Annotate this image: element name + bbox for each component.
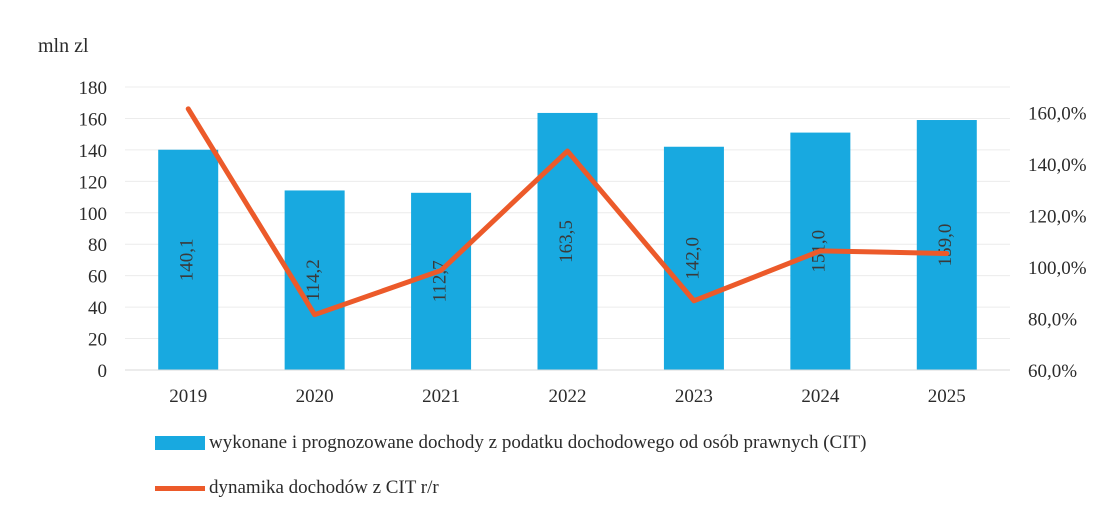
right-tick-label: 100,0% [1028,258,1087,279]
right-tick-label: 120,0% [1028,207,1087,228]
bar-data-label: 159,0 [935,224,956,267]
line-series [185,106,950,318]
x-tick-label: 2020 [296,386,334,407]
legend-label-bars: wykonane i prognozowane dochody z podatk… [209,432,867,453]
bar [663,146,724,370]
bar-data-label: 142,0 [682,237,703,280]
right-axis-ticks: 60,0% 80,0% 100,0% 120,0% 140,0% 160,0% [1028,104,1087,382]
x-tick-label: 2022 [549,386,587,407]
legend-swatch-bar [155,436,205,450]
legend-swatch-line [155,485,205,491]
x-tick-label: 2023 [675,386,713,407]
y-axis-unit-label: mln zl [38,35,89,57]
bar-data-label: 114,2 [303,259,324,301]
bar [411,192,472,370]
left-tick-label: 140 [79,141,108,162]
left-tick-label: 60 [88,267,107,288]
left-axis-ticks: 0 20 40 60 80 100 120 140 160 180 [79,78,108,382]
legend-item-line: dynamika dochodów z CIT r/r [155,477,439,499]
left-tick-label: 100 [79,204,108,225]
x-axis-ticks: 2019 2020 2021 2022 2023 2024 2025 [169,386,966,407]
legend-item-bars: wykonane i prognozowane dochody z podatk… [155,432,866,454]
right-tick-label: 80,0% [1028,310,1077,331]
x-tick-label: 2024 [801,386,840,407]
bar-data-label: 140,1 [177,238,198,281]
left-tick-label: 120 [79,172,108,193]
right-tick-label: 140,0% [1028,155,1087,176]
legend-label-line: dynamika dochodów z CIT r/r [209,477,439,498]
bar [916,120,977,371]
right-tick-label: 60,0% [1028,361,1077,382]
bar-series [158,112,977,371]
x-tick-label: 2021 [422,386,460,407]
bar-data-label: 163,5 [556,220,577,263]
x-tick-label: 2019 [169,386,207,407]
left-tick-label: 80 [88,235,107,256]
bar [158,149,219,370]
left-tick-label: 20 [88,330,107,351]
left-tick-label: 40 [88,298,107,319]
x-tick-label: 2025 [928,386,966,407]
left-tick-label: 160 [79,109,108,130]
left-tick-label: 180 [79,78,108,99]
right-tick-label: 160,0% [1028,104,1087,125]
bar [537,112,598,371]
left-tick-label: 0 [98,361,108,382]
